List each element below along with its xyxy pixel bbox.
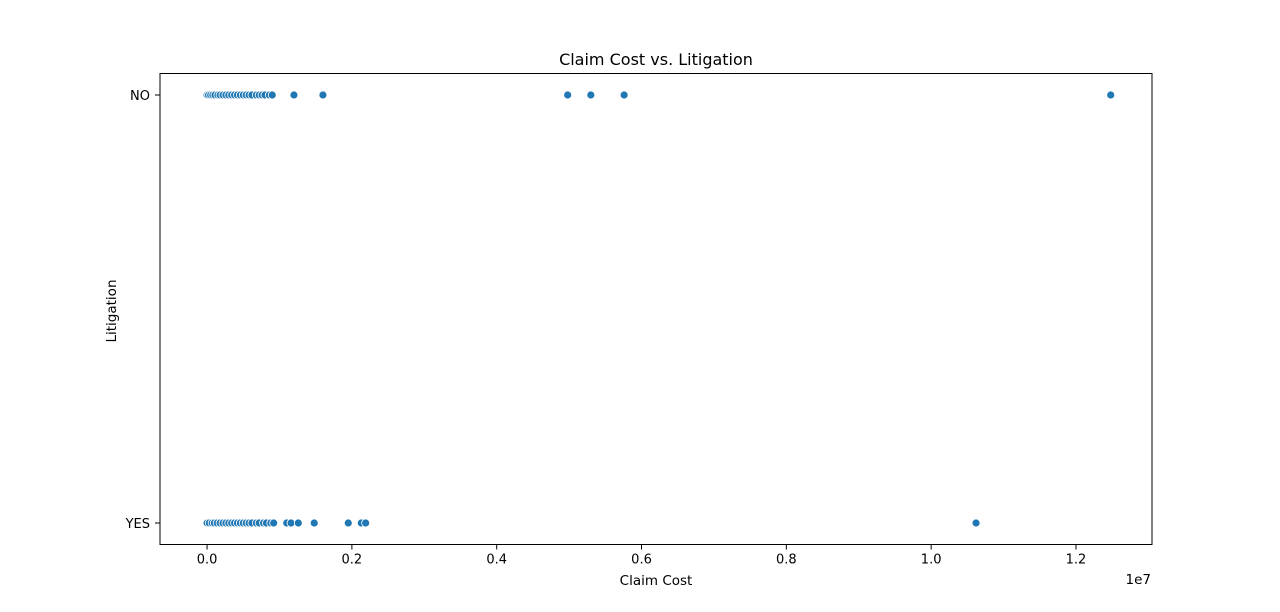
data-point-no (619, 90, 629, 100)
data-point-yes (293, 518, 303, 528)
data-point-yes (361, 518, 371, 528)
data-point-no (289, 90, 299, 100)
data-point-no (318, 90, 328, 100)
data-point-no (586, 90, 596, 100)
x-tick-label: 0.6 (631, 553, 652, 568)
x-tick-label: 0.8 (776, 553, 797, 568)
x-tick-label: 0.0 (197, 553, 218, 568)
y-axis: NO YES (125, 89, 160, 532)
data-point-yes (286, 518, 296, 528)
data-point-yes (343, 518, 353, 528)
data-point-yes (971, 518, 981, 528)
x-tick-label: 1.2 (1066, 553, 1087, 568)
x-tick-label: 1.0 (921, 553, 942, 568)
x-tick-label: 0.4 (486, 553, 507, 568)
x-axis-offset-label: 1e7 (1126, 572, 1151, 588)
data-point-yes (269, 518, 279, 528)
y-axis-label: Litigation (104, 279, 120, 342)
chart-title: Claim Cost vs. Litigation (559, 50, 753, 69)
plot-area-frame (159, 73, 1153, 545)
x-axis-label: Claim Cost (620, 573, 693, 589)
data-point-no (1106, 90, 1116, 100)
data-point-yes (309, 518, 319, 528)
data-point-no (563, 90, 573, 100)
data-point-no (267, 90, 277, 100)
y-tick-label: NO (130, 89, 150, 104)
x-axis: 0.0 0.2 0.4 0.6 0.8 1.0 1.2 (197, 544, 1087, 568)
x-tick-label: 0.2 (342, 553, 363, 568)
y-tick-label: YES (125, 517, 150, 532)
data-points (202, 90, 1116, 528)
